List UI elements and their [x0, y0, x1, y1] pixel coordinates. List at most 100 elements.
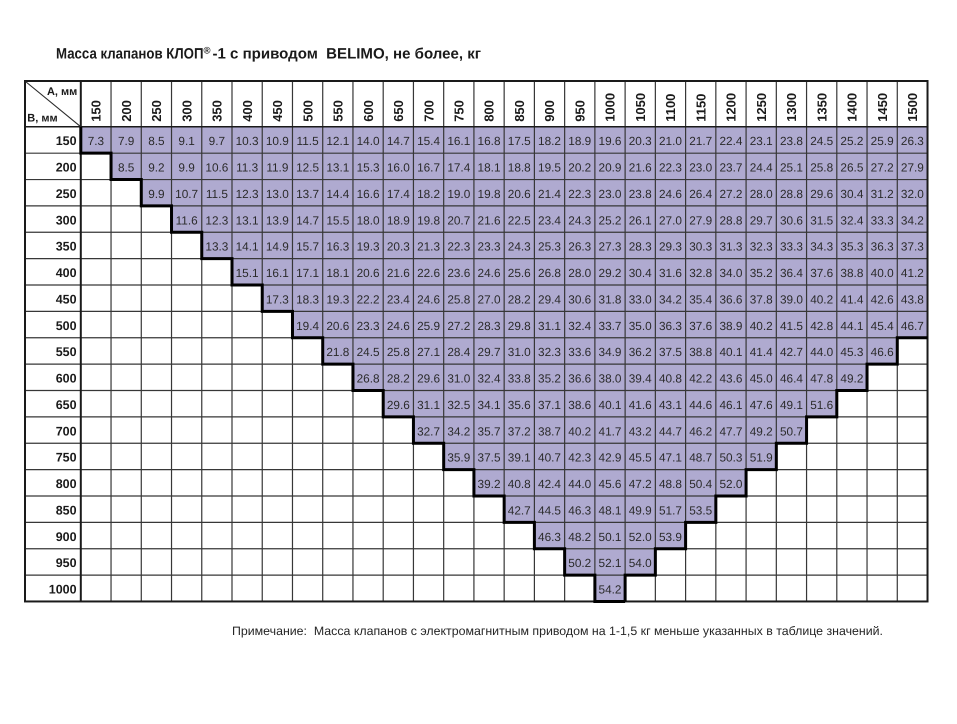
- svg-text:8.5: 8.5: [118, 161, 135, 175]
- svg-text:1400: 1400: [845, 93, 860, 122]
- svg-text:23.0: 23.0: [689, 161, 712, 175]
- svg-text:24.3: 24.3: [568, 213, 591, 227]
- svg-text:1000: 1000: [49, 582, 77, 596]
- svg-text:48.7: 48.7: [689, 451, 712, 465]
- svg-text:10.9: 10.9: [266, 134, 289, 148]
- svg-text:16.1: 16.1: [447, 134, 470, 148]
- svg-text:25.3: 25.3: [538, 240, 561, 254]
- svg-text:9.1: 9.1: [178, 134, 194, 148]
- svg-text:350: 350: [56, 240, 77, 254]
- svg-text:47.2: 47.2: [629, 477, 652, 491]
- svg-text:39.0: 39.0: [780, 292, 803, 306]
- svg-text:23.0: 23.0: [599, 187, 622, 201]
- svg-text:45.3: 45.3: [840, 345, 863, 359]
- svg-text:21.8: 21.8: [326, 345, 349, 359]
- svg-text:12.1: 12.1: [326, 134, 349, 148]
- svg-text:42.9: 42.9: [599, 451, 622, 465]
- svg-text:18.0: 18.0: [357, 213, 380, 227]
- svg-text:32.4: 32.4: [840, 213, 863, 227]
- svg-text:41.6: 41.6: [629, 398, 652, 412]
- svg-text:21.0: 21.0: [659, 134, 682, 148]
- svg-text:29.8: 29.8: [508, 319, 531, 333]
- svg-text:1450: 1450: [875, 93, 890, 122]
- svg-text:44.5: 44.5: [538, 503, 561, 517]
- svg-text:26.8: 26.8: [357, 372, 380, 386]
- svg-text:27.3: 27.3: [599, 240, 622, 254]
- svg-text:46.1: 46.1: [719, 398, 742, 412]
- svg-text:1000: 1000: [603, 93, 618, 122]
- svg-text:22.3: 22.3: [568, 187, 591, 201]
- svg-text:14.7: 14.7: [387, 134, 410, 148]
- svg-text:600: 600: [361, 100, 376, 122]
- svg-text:35.2: 35.2: [750, 266, 773, 280]
- svg-text:11.5: 11.5: [297, 134, 320, 148]
- svg-text:1050: 1050: [633, 93, 648, 122]
- svg-text:31.1: 31.1: [538, 319, 561, 333]
- svg-text:24.5: 24.5: [810, 134, 833, 148]
- svg-text:28.2: 28.2: [387, 372, 410, 386]
- svg-text:13.1: 13.1: [326, 161, 349, 175]
- svg-text:29.6: 29.6: [417, 372, 440, 386]
- svg-text:22.5: 22.5: [508, 213, 531, 227]
- svg-text:29.4: 29.4: [538, 292, 561, 306]
- svg-text:23.7: 23.7: [719, 161, 742, 175]
- svg-text:19.8: 19.8: [417, 213, 440, 227]
- svg-text:35.2: 35.2: [538, 372, 561, 386]
- svg-text:46.2: 46.2: [689, 424, 712, 438]
- svg-text:37.8: 37.8: [750, 292, 773, 306]
- svg-text:31.8: 31.8: [599, 292, 622, 306]
- svg-text:700: 700: [421, 100, 436, 122]
- svg-text:24.6: 24.6: [387, 319, 410, 333]
- svg-text:1350: 1350: [814, 93, 829, 122]
- svg-text:33.0: 33.0: [629, 292, 652, 306]
- svg-text:35.0: 35.0: [629, 319, 652, 333]
- svg-text:32.3: 32.3: [750, 240, 773, 254]
- svg-text:48.2: 48.2: [568, 530, 591, 544]
- svg-text:42.8: 42.8: [810, 319, 833, 333]
- svg-text:15.5: 15.5: [326, 213, 349, 227]
- svg-text:10.3: 10.3: [236, 134, 259, 148]
- svg-text:51.9: 51.9: [750, 451, 773, 465]
- svg-text:49.1: 49.1: [780, 398, 803, 412]
- svg-text:32.0: 32.0: [901, 187, 924, 201]
- svg-text:23.4: 23.4: [538, 213, 561, 227]
- svg-text:35.7: 35.7: [478, 424, 501, 438]
- svg-text:42.3: 42.3: [568, 451, 591, 465]
- svg-text:47.8: 47.8: [810, 372, 833, 386]
- svg-text:16.7: 16.7: [417, 161, 440, 175]
- svg-text:30.3: 30.3: [689, 240, 712, 254]
- svg-text:25.1: 25.1: [780, 161, 803, 175]
- svg-text:300: 300: [56, 213, 77, 227]
- svg-text:42.2: 42.2: [689, 372, 712, 386]
- svg-text:41.4: 41.4: [750, 345, 773, 359]
- svg-text:1200: 1200: [724, 93, 739, 122]
- svg-text:650: 650: [56, 398, 77, 412]
- svg-text:51.6: 51.6: [810, 398, 833, 412]
- svg-text:41.2: 41.2: [901, 266, 924, 280]
- svg-text:9.9: 9.9: [148, 187, 164, 201]
- svg-text:21.6: 21.6: [478, 213, 501, 227]
- svg-text:26.1: 26.1: [629, 213, 652, 227]
- svg-text:43.2: 43.2: [629, 424, 652, 438]
- svg-text:28.4: 28.4: [447, 345, 470, 359]
- svg-text:31.1: 31.1: [417, 398, 440, 412]
- svg-text:14.1: 14.1: [236, 240, 259, 254]
- svg-text:10.7: 10.7: [175, 187, 198, 201]
- svg-text:44.1: 44.1: [840, 319, 863, 333]
- svg-text:25.8: 25.8: [387, 345, 410, 359]
- svg-text:24.6: 24.6: [417, 292, 440, 306]
- svg-text:22.2: 22.2: [357, 292, 380, 306]
- svg-text:46.4: 46.4: [780, 372, 803, 386]
- svg-text:31.3: 31.3: [719, 240, 742, 254]
- svg-text:22.6: 22.6: [417, 266, 440, 280]
- svg-text:30.6: 30.6: [568, 292, 591, 306]
- svg-text:18.2: 18.2: [538, 134, 561, 148]
- svg-text:52.0: 52.0: [719, 477, 742, 491]
- svg-text:47.6: 47.6: [750, 398, 773, 412]
- svg-text:950: 950: [572, 100, 587, 122]
- svg-text:53.5: 53.5: [689, 503, 712, 517]
- svg-text:750: 750: [452, 100, 467, 122]
- svg-text:33.3: 33.3: [780, 240, 803, 254]
- svg-text:11.9: 11.9: [266, 161, 288, 175]
- svg-text:20.3: 20.3: [387, 240, 410, 254]
